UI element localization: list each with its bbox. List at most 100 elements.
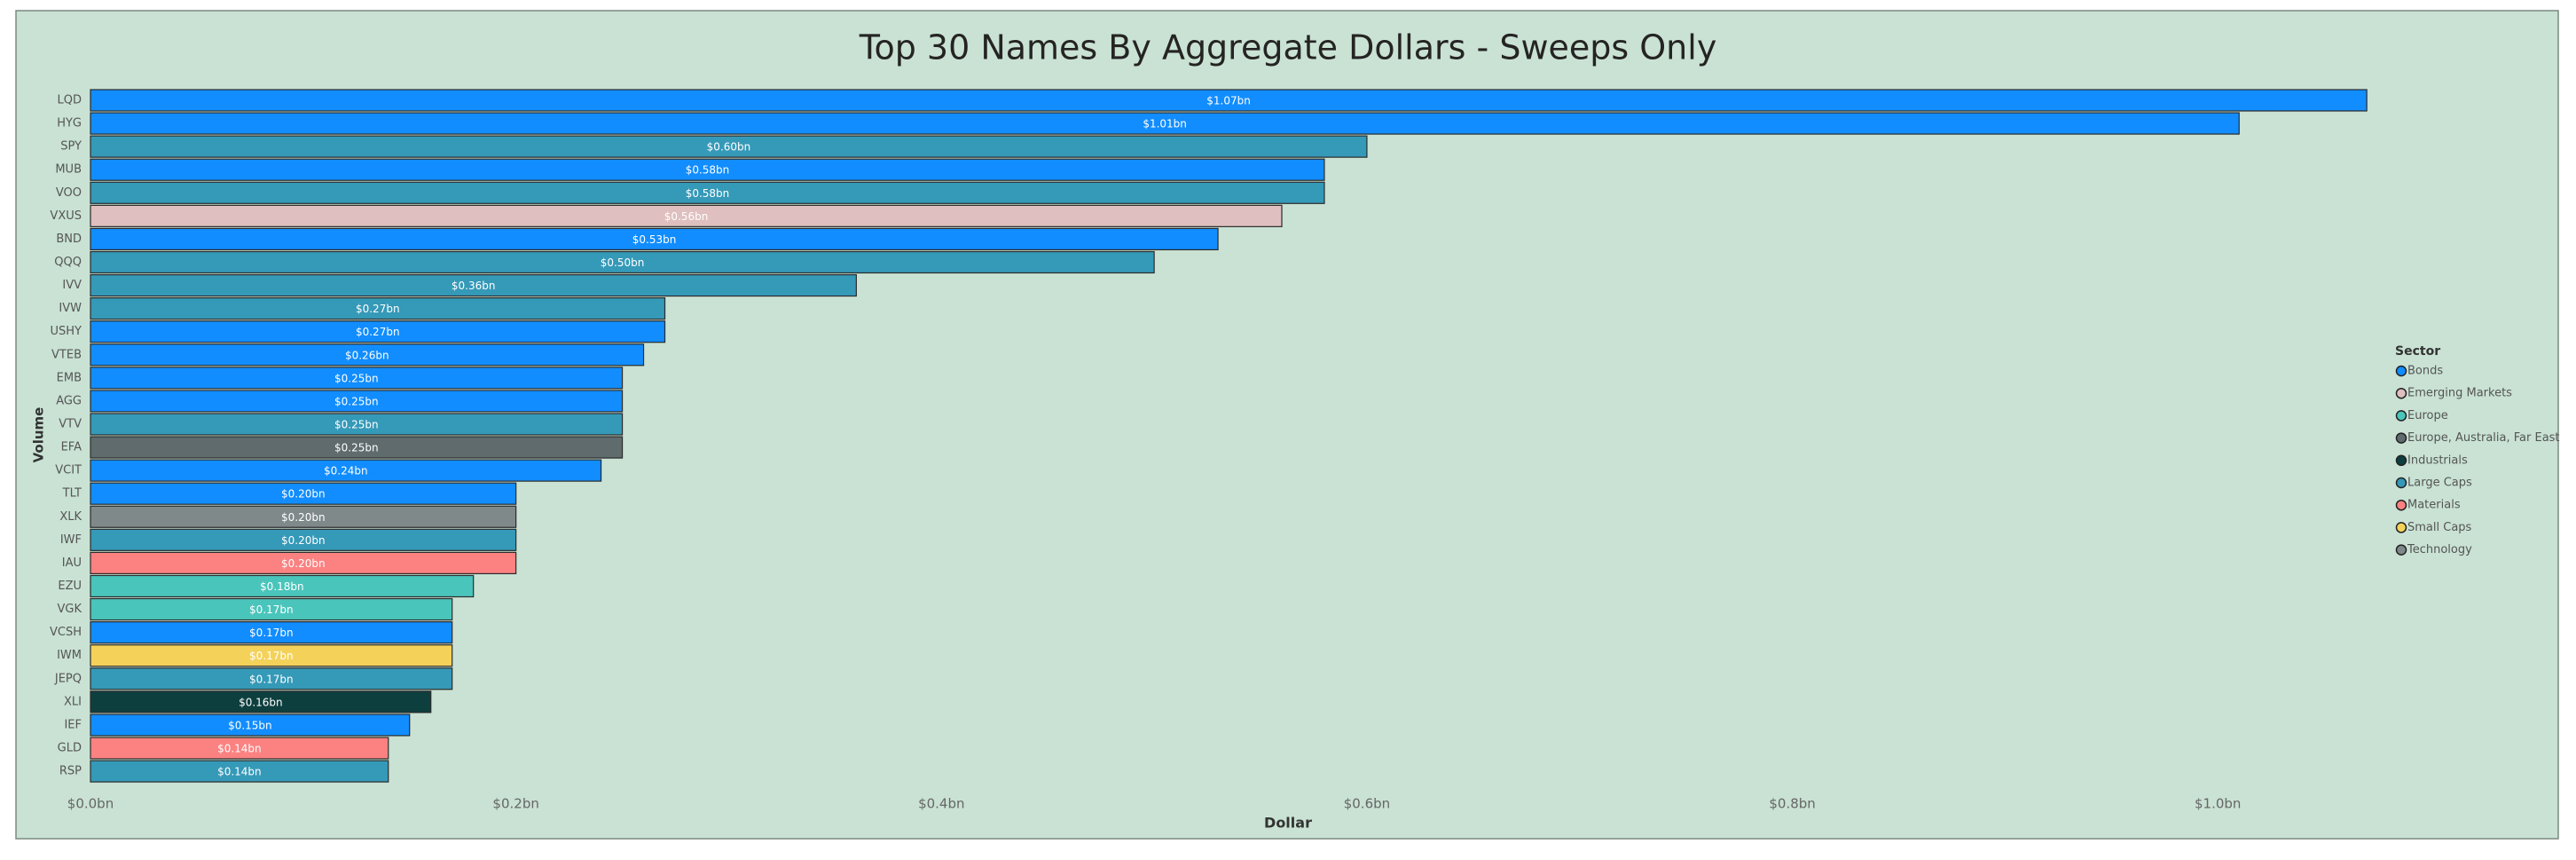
bar (90, 644, 453, 667)
y-tick-label: IVW (59, 302, 82, 315)
legend-label: Emerging Markets (2407, 387, 2512, 400)
value-label: $0.27bn (356, 303, 400, 315)
legend-label: Europe, Australia, Far East (2407, 431, 2560, 445)
value-label: $0.15bn (228, 719, 272, 731)
bar (90, 181, 1325, 204)
bar (90, 505, 517, 528)
value-label: $0.50bn (601, 256, 645, 269)
y-tick-label: JEPQ (54, 672, 82, 685)
value-label: $0.25bn (334, 395, 379, 407)
legend-title: Sector (2395, 344, 2440, 359)
legend-marker (2395, 365, 2407, 377)
value-label: $0.25bn (334, 418, 379, 430)
value-label: $0.14bn (217, 766, 262, 778)
value-label: $1.07bn (1206, 95, 1251, 107)
y-tick-label: VTV (59, 417, 82, 430)
x-tick-label: $1.0bn (2195, 796, 2241, 812)
bar (90, 459, 602, 482)
y-tick-label: LQD (58, 94, 82, 107)
value-label: $0.16bn (239, 696, 283, 708)
value-label: $0.60bn (707, 141, 751, 154)
bar (90, 89, 2368, 112)
value-label: $0.25bn (334, 442, 379, 454)
value-label: $0.36bn (452, 280, 496, 292)
y-tick-label: IVV (62, 279, 82, 292)
legend-label: Materials (2407, 499, 2461, 512)
value-label: $0.17bn (249, 627, 294, 639)
value-label: $0.58bn (686, 164, 730, 177)
legend-marker (2395, 387, 2407, 399)
x-axis-label: Dollar (1264, 815, 1312, 832)
y-tick-label: BND (56, 233, 82, 246)
y-tick-label: HYG (57, 117, 82, 130)
bar (90, 413, 624, 436)
y-tick-label: VGK (58, 603, 82, 616)
bar (90, 597, 453, 621)
value-label: $0.20bn (281, 511, 326, 524)
y-tick-label: VOO (56, 186, 82, 200)
bar (90, 390, 624, 413)
bar (90, 204, 1283, 227)
value-label: $0.18bn (260, 580, 304, 593)
legend-label: Bonds (2407, 365, 2443, 378)
bar (90, 158, 1325, 181)
legend-marker (2395, 432, 2407, 444)
y-tick-label: IAU (62, 556, 82, 570)
y-tick-label: XLI (64, 695, 82, 708)
bar (90, 551, 517, 575)
y-tick-label: TLT (62, 487, 82, 501)
legend-marker (2395, 544, 2407, 556)
value-label: $0.26bn (345, 349, 389, 361)
x-tick-label: $0.4bn (918, 796, 964, 812)
x-tick-label: $0.6bn (1344, 796, 1390, 812)
legend-label: Industrials (2407, 454, 2468, 467)
value-label: $0.20bn (281, 488, 326, 501)
bar (90, 135, 1368, 158)
bar (90, 714, 411, 737)
bar (90, 436, 624, 459)
y-tick-label: QQQ (54, 256, 82, 269)
y-tick-label: VXUS (50, 209, 82, 223)
value-label: $0.27bn (356, 326, 400, 338)
bar (90, 621, 453, 644)
legend-marker (2395, 499, 2407, 511)
value-label: $0.20bn (281, 557, 326, 570)
bar (90, 667, 453, 690)
legend-label: Small Caps (2407, 521, 2472, 534)
bar (90, 343, 645, 367)
legend-marker (2395, 522, 2407, 533)
bar (90, 528, 517, 551)
legend-label: Europe (2407, 409, 2448, 422)
y-tick-label: IEF (64, 718, 82, 731)
bar (90, 250, 1155, 274)
value-label: $0.53bn (632, 233, 677, 246)
y-tick-label: MUB (55, 163, 82, 177)
y-tick-label: IWM (57, 649, 82, 662)
value-label: $0.24bn (324, 465, 368, 477)
y-tick-label: EZU (58, 580, 82, 593)
y-tick-label: VTEB (51, 348, 82, 361)
legend-label: Large Caps (2407, 477, 2472, 490)
y-tick-label: SPY (60, 140, 82, 154)
legend-marker (2395, 454, 2407, 467)
x-tick-label: $0.0bn (67, 796, 114, 812)
y-tick-label: VCIT (55, 464, 82, 477)
bar (90, 227, 1219, 251)
x-tick-label: $0.2bn (492, 796, 538, 812)
value-label: $0.56bn (664, 210, 709, 223)
y-tick-label: GLD (58, 741, 82, 754)
y-tick-label: EFA (61, 441, 82, 454)
y-tick-label: AGG (56, 394, 82, 407)
legend-marker (2395, 477, 2407, 489)
bar (90, 574, 475, 598)
bar (90, 320, 666, 343)
y-tick-label: USHY (51, 325, 82, 338)
bar (90, 482, 517, 505)
x-tick-label: $0.8bn (1769, 796, 1815, 812)
bar (90, 112, 2240, 135)
value-label: $0.25bn (334, 372, 379, 384)
bar (90, 760, 389, 783)
bar (90, 297, 666, 320)
bar (90, 273, 857, 297)
bar (90, 737, 389, 760)
